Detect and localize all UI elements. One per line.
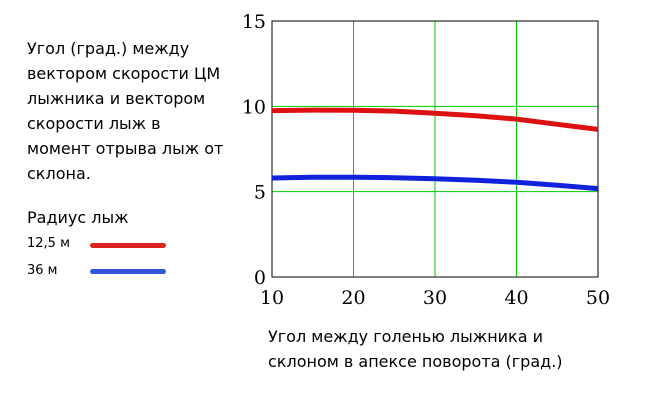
chart-title: Угол (град.) между вектором скорости ЦМ … xyxy=(27,36,227,186)
legend-swatch xyxy=(90,243,166,248)
x-axis-title-line: Угол между голенью лыжника и xyxy=(268,327,543,346)
y-tick-label: 10 xyxy=(242,96,266,118)
x-tick-label: 10 xyxy=(260,287,284,309)
x-tick-label: 30 xyxy=(423,287,447,309)
y-tick-label: 15 xyxy=(242,11,266,33)
title-line: вектором скорости xyxy=(27,89,206,133)
x-tick-label: 50 xyxy=(586,287,610,309)
plot-frame xyxy=(271,20,599,278)
x-axis-title-line: склоном в апексе поворота (град.) xyxy=(268,352,563,371)
legend-label: 12,5 м xyxy=(27,236,70,251)
x-tick-label: 20 xyxy=(341,287,365,309)
title-line: вектором скорости xyxy=(27,64,189,83)
title-line: ЦМ лыжника и xyxy=(27,64,221,108)
y-tick-label: 5 xyxy=(254,182,266,204)
legend-title: Радиус лыж xyxy=(27,208,129,227)
y-tick-label: 0 xyxy=(254,267,266,289)
title-line: Угол (град.) между xyxy=(27,39,190,58)
title-line: склона. xyxy=(27,164,91,183)
title-line: отрыва лыж от xyxy=(95,139,224,158)
legend-label: 36 м xyxy=(27,263,58,278)
x-tick-label: 40 xyxy=(504,287,528,309)
x-axis-title: Угол между голенью лыжника и склоном в а… xyxy=(268,324,563,374)
series-line-0 xyxy=(271,107,599,132)
legend-swatch xyxy=(90,269,166,274)
series-line-1 xyxy=(271,174,599,192)
title-line: лыж в момент xyxy=(27,114,161,158)
